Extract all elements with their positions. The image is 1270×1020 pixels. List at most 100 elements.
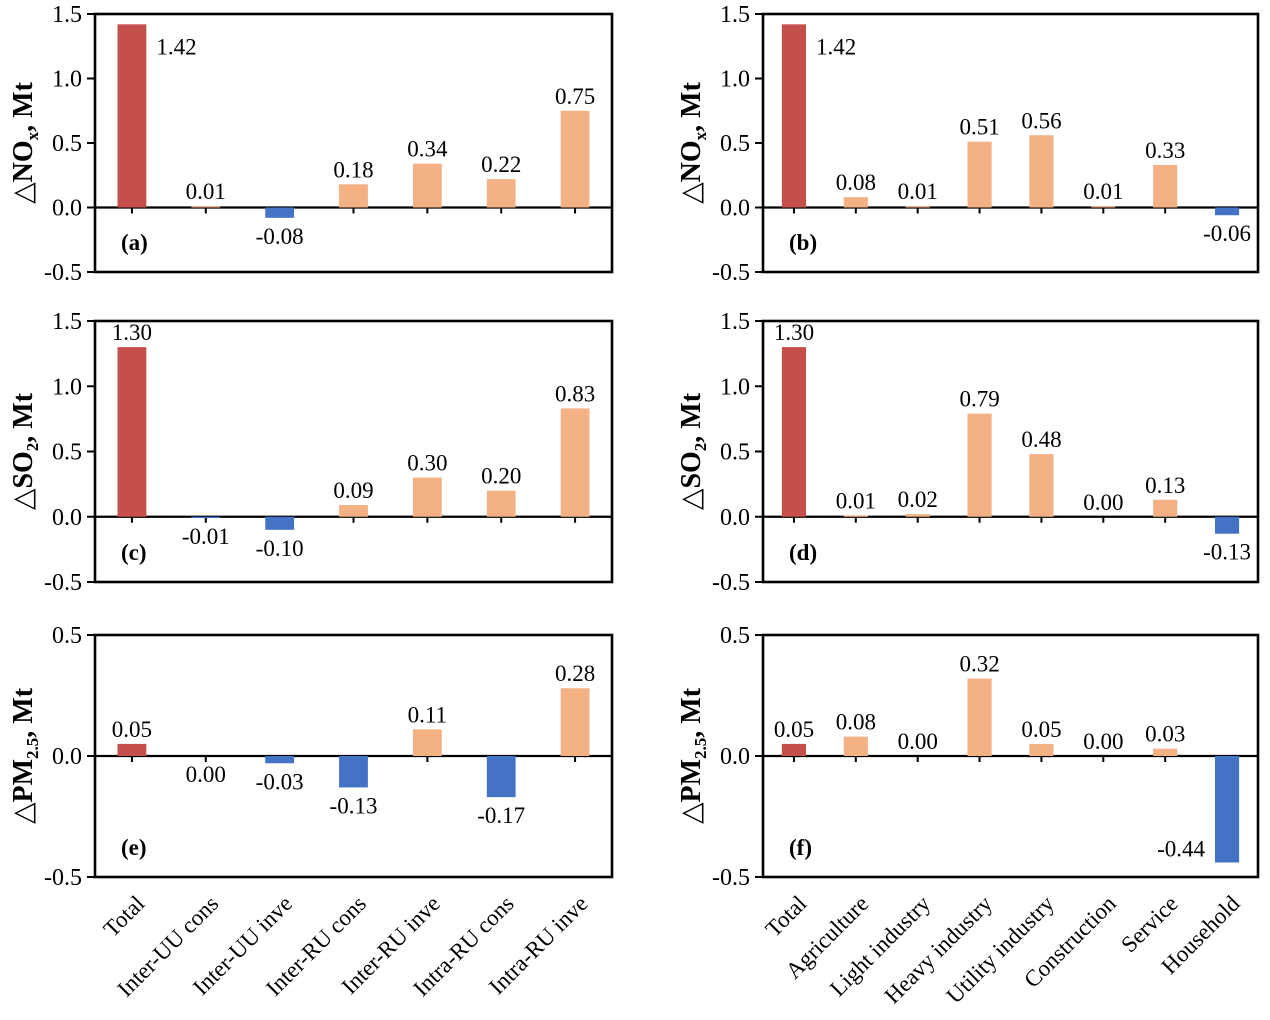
y-axis-tick-label: -0.5 bbox=[44, 570, 82, 596]
bar-value-label: 1.30 bbox=[112, 320, 152, 345]
bar-value-label: 0.01 bbox=[836, 488, 876, 513]
bar-intra-ru-inve bbox=[560, 110, 590, 208]
panel-b: 1.5 1.0 0.5 0.0 -0.5 1.42 0.08 0.01 0.51 0.56 0.01… bbox=[635, 0, 1270, 305]
bar-construction bbox=[1091, 206, 1116, 208]
bar-value-label: 0.00 bbox=[898, 729, 938, 754]
panel-f: 0.5 0.0 -0.5 0.05 0.08 0.00 0.32 0.05 0.00 0.03 -0… bbox=[635, 610, 1270, 1020]
bar-total bbox=[117, 24, 147, 208]
bar-value-label: 1.42 bbox=[816, 34, 856, 59]
bar-value-label: -0.13 bbox=[330, 793, 378, 818]
bar-value-label: 0.13 bbox=[1145, 473, 1185, 498]
bar-heavy-industry bbox=[967, 141, 992, 208]
bar-value-label: 0.01 bbox=[1083, 179, 1123, 204]
x-category-label: Total bbox=[761, 891, 812, 942]
x-category-label: Total bbox=[99, 891, 150, 942]
y-axis-tick-label: 0.0 bbox=[52, 196, 82, 222]
bar-value-label: -0.08 bbox=[256, 224, 304, 249]
bar-value-label: 0.01 bbox=[898, 179, 938, 204]
bar-service bbox=[1153, 164, 1178, 208]
panel-letter: (c) bbox=[121, 540, 147, 565]
panel-letter: (a) bbox=[121, 230, 148, 255]
panel-chart-e: 0.5 0.0 -0.5 0.05 0.00 -0.03 -0.13 0.11 -0.17 0.2… bbox=[8, 623, 614, 1002]
y-axis-tick-label: -0.5 bbox=[712, 865, 750, 891]
bar-service bbox=[1153, 499, 1178, 517]
y-axis-tick-label: 0.0 bbox=[52, 505, 82, 531]
bar-utility-industry bbox=[1029, 135, 1054, 208]
bar-value-label: 0.05 bbox=[774, 717, 814, 742]
bar-value-label: 0.75 bbox=[555, 84, 595, 109]
bar-value-label: 0.34 bbox=[407, 137, 448, 162]
bar-value-label: 0.48 bbox=[1021, 427, 1061, 452]
bar-utility-industry bbox=[1029, 743, 1054, 756]
panel-letter: (f) bbox=[789, 835, 812, 860]
panel-letter: (e) bbox=[121, 835, 147, 860]
bar-value-label: 1.42 bbox=[156, 34, 196, 59]
bar-value-label: 0.00 bbox=[186, 762, 226, 787]
bar-light-industry bbox=[905, 514, 930, 517]
bar-light-industry bbox=[905, 206, 930, 208]
bar-value-label: -0.17 bbox=[477, 803, 525, 828]
y-axis-tick-label: 0.0 bbox=[720, 196, 750, 222]
bar-value-label: 0.00 bbox=[1083, 490, 1123, 515]
bar-intra-ru-cons bbox=[486, 756, 516, 798]
bar-inter-ru-cons bbox=[339, 505, 368, 517]
bar-value-label: 0.02 bbox=[898, 487, 938, 512]
bar-value-label: 0.56 bbox=[1021, 108, 1061, 133]
bar-value-label: 0.83 bbox=[555, 381, 595, 406]
y-axis-tick-label: -0.5 bbox=[712, 570, 750, 596]
y-axis-tick-label: -0.5 bbox=[44, 865, 82, 891]
y-axis-title: △PM2.5, Mt bbox=[8, 687, 42, 824]
y-axis-tick-label: 0.5 bbox=[720, 131, 750, 157]
panel-chart-f: 0.5 0.0 -0.5 0.05 0.08 0.00 0.32 0.05 0.00 0.03 -0… bbox=[676, 623, 1260, 1009]
panel-a: 1.5 1.0 0.5 0.0 -0.5 1.42 0.01 -0.08 0.18 0.34 0.2… bbox=[0, 0, 635, 305]
bar-agriculture bbox=[843, 515, 868, 517]
bar-value-label: -0.03 bbox=[256, 769, 304, 794]
bar-value-label: 0.32 bbox=[959, 652, 999, 677]
y-axis-tick-label: 1.0 bbox=[720, 67, 750, 93]
bar-agriculture bbox=[843, 197, 868, 208]
y-axis-tick-label: 0.0 bbox=[720, 744, 750, 770]
bar-inter-ru-cons bbox=[339, 184, 368, 208]
y-axis-tick-label: 1.5 bbox=[720, 2, 750, 28]
bar-household bbox=[1214, 516, 1240, 534]
y-axis-tick-label: -0.5 bbox=[44, 260, 82, 286]
y-axis-title: △NOx, Mt bbox=[676, 81, 710, 203]
panel-d: 1.5 1.0 0.5 0.0 -0.5 1.30 0.01 0.02 0.79 0.48 0.00… bbox=[635, 300, 1270, 615]
bar-heavy-industry bbox=[967, 413, 992, 517]
bar-utility-industry bbox=[1029, 454, 1054, 517]
bar-value-label: 0.51 bbox=[959, 115, 999, 140]
bar-total bbox=[781, 347, 807, 517]
bar-inter-ru-inve bbox=[412, 163, 442, 208]
y-axis-tick-label: 1.5 bbox=[720, 309, 750, 335]
y-axis-title: △PM2.5, Mt bbox=[676, 687, 710, 824]
bar-value-label: -0.44 bbox=[1157, 836, 1205, 861]
panel-letter: (d) bbox=[789, 540, 817, 565]
bar-value-label: 0.33 bbox=[1145, 138, 1185, 163]
bar-value-label: 0.20 bbox=[481, 464, 521, 489]
bar-value-label: -0.06 bbox=[1203, 221, 1251, 246]
bar-value-label: 0.05 bbox=[112, 717, 152, 742]
bar-household bbox=[1214, 756, 1240, 863]
bar-inter-uu-inve bbox=[265, 516, 295, 530]
bar-value-label: 0.01 bbox=[186, 179, 226, 204]
bar-heavy-industry bbox=[967, 678, 992, 756]
panel-e: 0.5 0.0 -0.5 0.05 0.00 -0.03 -0.13 0.11 -0.17 0.2… bbox=[0, 610, 635, 1020]
y-axis-tick-label: 1.0 bbox=[52, 67, 82, 93]
panel-letter: (b) bbox=[789, 230, 817, 255]
bar-value-label: 0.09 bbox=[333, 478, 373, 503]
bar-value-label: 0.79 bbox=[959, 387, 999, 412]
bar-value-label: 0.22 bbox=[481, 152, 521, 177]
bar-value-label: -0.10 bbox=[256, 536, 304, 561]
y-axis-tick-label: 0.5 bbox=[720, 623, 750, 649]
x-category-label: Utility industry bbox=[941, 891, 1059, 1009]
panel-chart-b: 1.5 1.0 0.5 0.0 -0.5 1.42 0.08 0.01 0.51 0.56 0.01… bbox=[676, 2, 1260, 286]
y-axis-title: △NOx, Mt bbox=[8, 81, 42, 203]
bar-total bbox=[781, 743, 807, 756]
plot-frame bbox=[761, 12, 1260, 274]
y-axis-tick-label: 0.5 bbox=[720, 440, 750, 466]
y-axis-title: △SO2, Mt bbox=[676, 392, 710, 510]
bar-value-label: 0.00 bbox=[1083, 729, 1123, 754]
bar-value-label: 0.28 bbox=[555, 661, 595, 686]
bar-agriculture bbox=[843, 736, 868, 756]
